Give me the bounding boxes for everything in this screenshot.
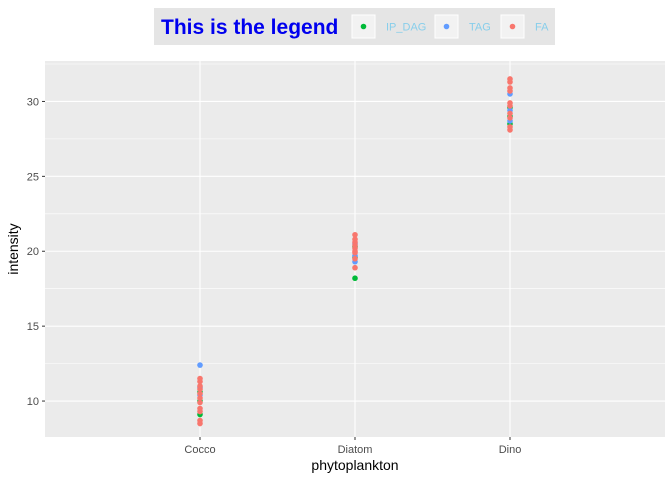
legend-key-dot [443,23,450,30]
y-axis: 10 15 20 25 30 [27,96,45,408]
y-tick-label: 10 [27,396,39,408]
point-fa [507,110,513,117]
x-tick-label: Dino [499,444,522,456]
legend-key-dot [509,23,516,30]
point-fa [507,85,513,91]
y-axis-title: intensity [5,223,21,274]
grid-lines [45,61,665,437]
point-fa [197,399,203,406]
point-fa [352,255,358,262]
point-fa [197,405,203,412]
point-tag [197,362,203,368]
legend-label: TAG [469,22,491,34]
y-tick-label: 30 [27,96,39,108]
point-fa [197,375,203,382]
x-tick-label: Diatom [338,444,373,456]
y-tick-label: 25 [27,171,39,183]
y-tick-label: 15 [27,321,39,333]
x-axis-title: phytoplankton [311,457,398,473]
legend: This is the legend IP_DAG TAG FA [154,8,555,45]
point-fa [197,395,203,401]
point-fa [197,383,203,389]
point-ip-dag [352,275,358,282]
y-tick-label: 20 [27,246,39,258]
point-fa [197,417,203,424]
legend-label: IP_DAG [386,22,426,34]
point-fa [352,231,358,238]
data-points [197,76,513,427]
point-fa [507,124,513,130]
x-axis: Cocco Diatom Dino [184,437,521,456]
legend-label: FA [535,22,549,34]
legend-title: This is the legend [161,16,338,39]
point-fa [507,100,513,106]
point-fa [197,390,203,397]
point-fa [352,236,358,243]
point-fa [507,115,513,121]
legend-key-dot [360,23,367,30]
point-fa [352,264,358,271]
x-tick-label: Cocco [184,444,215,456]
point-fa [507,76,513,82]
